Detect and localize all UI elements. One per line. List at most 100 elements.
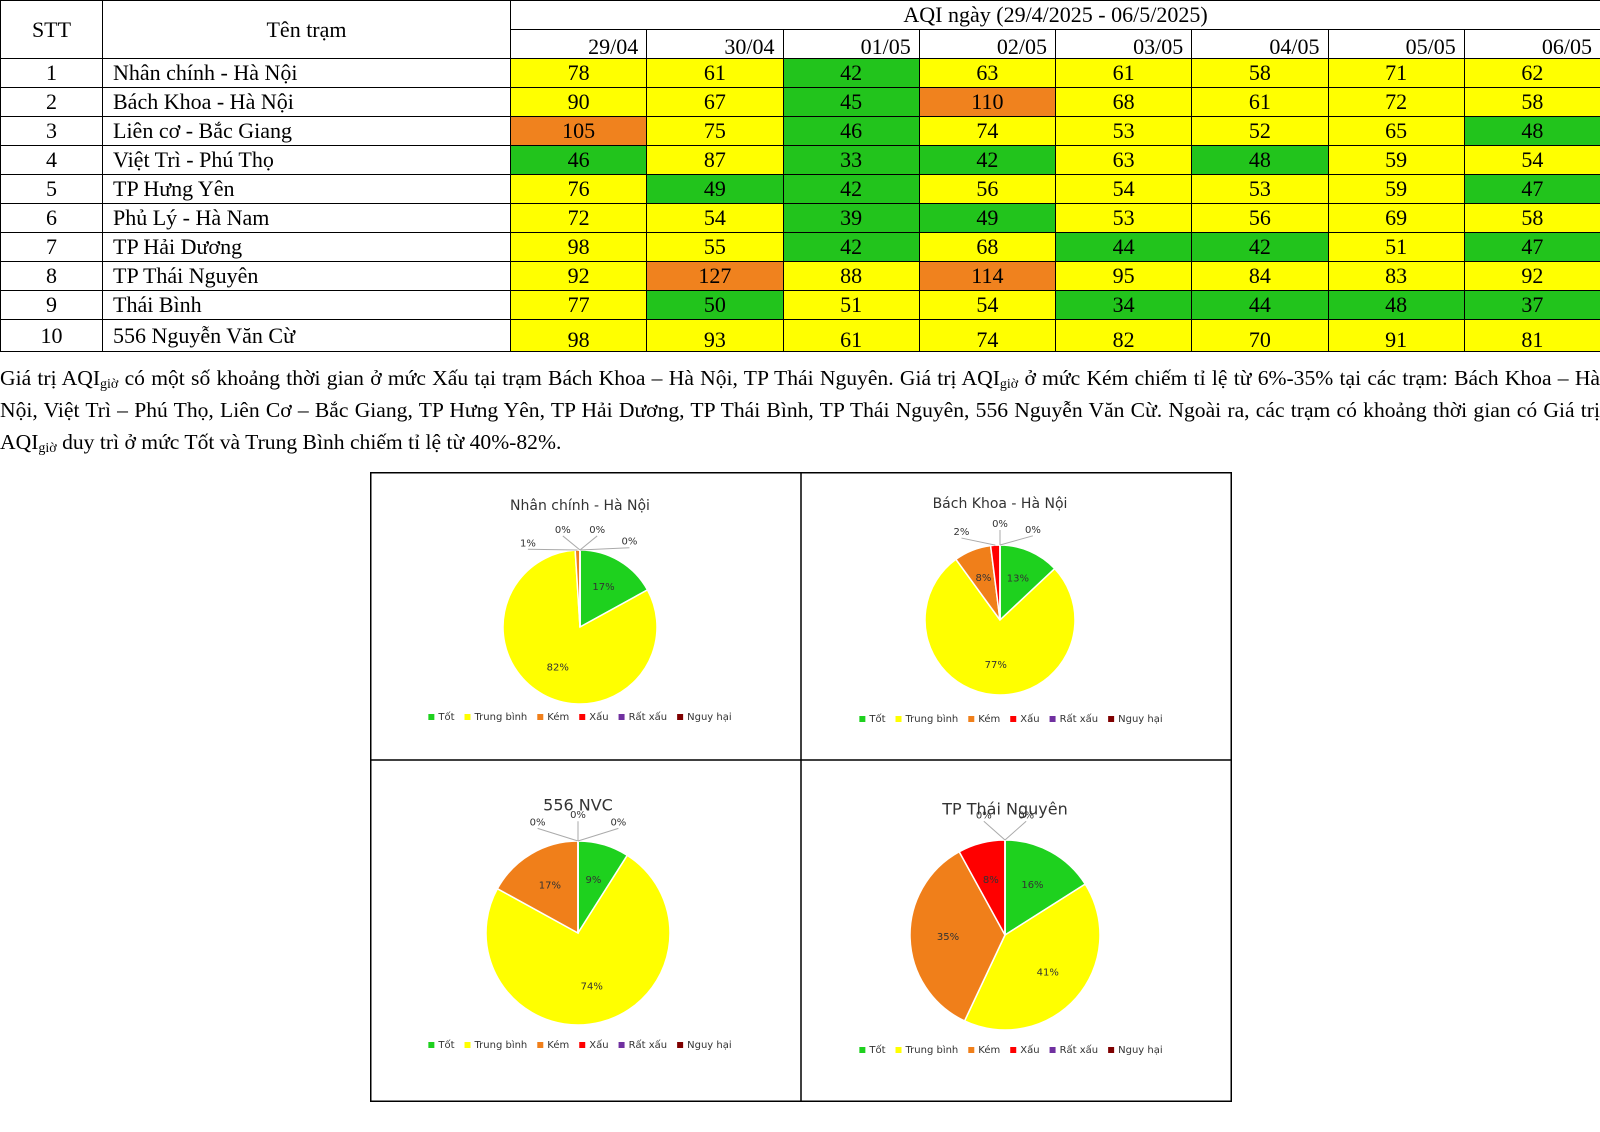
- aqi-cell: 47: [1463, 232, 1600, 262]
- table-row: 10 556 Nguyễn Văn Cừ 98 93 61 74 82 70 91 81: [0, 319, 1600, 352]
- aqi-cell: 50: [646, 290, 784, 320]
- aqi-cell: 56: [918, 174, 1057, 204]
- legend-marker: [579, 1042, 586, 1048]
- stt-cell: 4: [0, 145, 103, 175]
- aqi-cell: 58: [1463, 87, 1600, 117]
- text-run: Giá trị AQI: [0, 366, 101, 390]
- legend-marker: [859, 1047, 866, 1053]
- leader-line: [562, 535, 581, 551]
- aqi-cell: 42: [782, 174, 920, 204]
- pie-slice: [924, 558, 1076, 696]
- legend-label: Trung bình: [474, 1039, 528, 1051]
- header-date: 30/04: [646, 29, 784, 59]
- aqi-cell: 42: [1191, 232, 1329, 262]
- aqi-cell: 53: [1054, 203, 1193, 233]
- table-row: 6 Phủ Lý - Hà Nam 72 54 39 49 53 56 69 58: [0, 203, 1600, 233]
- data-label: 17%: [592, 582, 614, 593]
- text-run: duy trì ở mức Tốt và Trung Bình chiếm tỉ…: [56, 430, 562, 454]
- aqi-cell: 110: [918, 87, 1057, 117]
- legend-label: Xấu: [1020, 1044, 1039, 1056]
- aqi-cell: 51: [1327, 232, 1465, 262]
- aqi-cell: 67: [646, 87, 784, 117]
- legend-label: Nguy hại: [1118, 714, 1163, 725]
- leader-line: [577, 827, 619, 842]
- legend-marker: [618, 714, 625, 720]
- aqi-cell: 90: [509, 87, 648, 117]
- legend-label: Xấu: [589, 711, 608, 723]
- station-cell: 556 Nguyễn Văn Cừ: [102, 319, 511, 352]
- aqi-cell: 75: [646, 116, 784, 146]
- aqi-cell: 37: [1463, 290, 1600, 320]
- aqi-cell: 54: [1054, 174, 1193, 204]
- stt-cell: 5: [0, 174, 103, 204]
- header-date: 06/05: [1463, 29, 1600, 59]
- header-period: AQI ngày (29/4/2025 - 06/5/2025): [509, 0, 1600, 30]
- legend-label: Trung bình: [474, 711, 528, 723]
- legend-marker: [1010, 1047, 1017, 1053]
- aqi-cell: 127: [646, 261, 784, 291]
- aqi-cell: 59: [1327, 145, 1465, 175]
- pie-slice: [485, 854, 671, 1026]
- aqi-cell: 48: [1327, 290, 1465, 320]
- aqi-cell: 61: [782, 319, 920, 352]
- legend-label: Nguy hại: [687, 712, 732, 723]
- aqi-cell: 91: [1327, 319, 1465, 352]
- aqi-cell: 61: [1191, 87, 1329, 117]
- leader-line: [999, 535, 1034, 546]
- aqi-cell: 42: [782, 58, 920, 88]
- data-label: 9%: [585, 875, 601, 886]
- legend-marker: [464, 714, 471, 720]
- aqi-cell: 53: [1191, 174, 1329, 204]
- legend-label: Tốt: [437, 711, 454, 723]
- legend-marker: [537, 714, 544, 720]
- aqi-cell: 74: [918, 116, 1057, 146]
- aqi-cell: 105: [509, 116, 648, 146]
- aqi-cell: 47: [1463, 174, 1600, 204]
- aqi-cell: 87: [646, 145, 784, 175]
- header-row: 29/04 30/04 01/05 02/05 03/05 04/05 05/05 06/05: [1, 29, 1600, 59]
- aqi-cell: 114: [918, 261, 1057, 291]
- stt-cell: 8: [0, 261, 103, 291]
- data-label: 0%: [976, 810, 992, 821]
- legend-marker: [895, 716, 902, 722]
- aqi-cell: 48: [1191, 145, 1329, 175]
- header-station: Tên trạm: [102, 0, 511, 59]
- aqi-cell: 68: [1054, 87, 1193, 117]
- aqi-cell: 77: [509, 290, 648, 320]
- aqi-cell: 63: [1054, 145, 1193, 175]
- data-label: 0%: [992, 519, 1008, 530]
- legend-marker: [968, 716, 975, 722]
- table-header: STT Tên trạm AQI ngày (29/4/2025 - 06/5/20…: [0, 0, 1600, 59]
- aqi-cell: 78: [509, 58, 648, 88]
- legend-marker: [1108, 716, 1115, 722]
- aqi-cell: 54: [1463, 145, 1600, 175]
- legend-label: Rất xấu: [629, 711, 668, 723]
- legend-marker: [579, 714, 586, 720]
- header-stt: STT: [0, 0, 103, 59]
- chart-title: 556 NVC: [543, 796, 613, 815]
- pie-slice: [502, 549, 658, 705]
- subscript: giờ: [999, 377, 1019, 392]
- aqi-cell: 72: [1327, 87, 1465, 117]
- aqi-cell: 42: [918, 145, 1057, 175]
- data-label: 0%: [1018, 810, 1034, 821]
- aqi-cell: 56: [1191, 203, 1329, 233]
- stt-cell: 3: [0, 116, 103, 146]
- data-label: 13%: [1007, 574, 1029, 585]
- data-label: 2%: [954, 527, 970, 538]
- aqi-cell: 33: [782, 145, 920, 175]
- aqi-cell: 72: [509, 203, 648, 233]
- aqi-cell: 61: [1054, 58, 1193, 88]
- aqi-cell: 68: [918, 232, 1057, 262]
- aqi-cell: 52: [1191, 116, 1329, 146]
- data-label: 1%: [520, 538, 536, 549]
- header-date: 04/05: [1191, 29, 1329, 59]
- legend-marker: [677, 714, 684, 720]
- stt-cell: 6: [0, 203, 103, 233]
- legend-label: Kém: [978, 713, 1000, 725]
- legend-label: Tốt: [868, 713, 885, 725]
- legend-label: Rất xấu: [629, 1039, 668, 1051]
- aqi-cell: 92: [1463, 261, 1600, 291]
- data-label: 0%: [530, 817, 546, 828]
- data-label: 82%: [547, 662, 569, 673]
